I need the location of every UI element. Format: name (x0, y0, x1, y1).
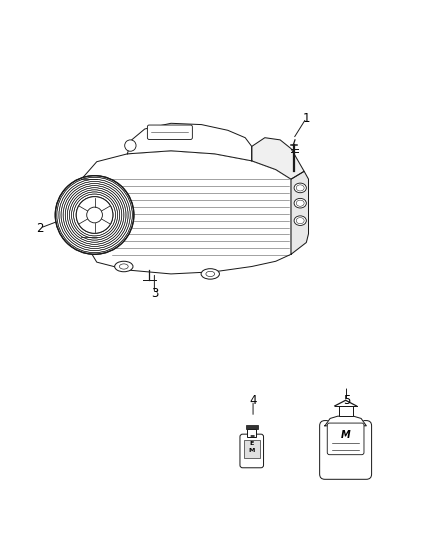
Polygon shape (81, 151, 291, 274)
Ellipse shape (294, 183, 306, 193)
FancyBboxPatch shape (148, 125, 192, 140)
Text: 3: 3 (151, 287, 158, 300)
Circle shape (87, 207, 102, 223)
Circle shape (76, 197, 113, 233)
Ellipse shape (294, 198, 306, 208)
Text: 1: 1 (303, 111, 310, 125)
Text: 4: 4 (249, 394, 257, 407)
Ellipse shape (294, 216, 306, 225)
Text: 2: 2 (36, 222, 44, 235)
Bar (246, 425, 258, 430)
FancyBboxPatch shape (240, 434, 264, 468)
Polygon shape (325, 416, 366, 426)
Circle shape (55, 176, 134, 254)
FancyBboxPatch shape (320, 421, 371, 479)
Polygon shape (127, 123, 252, 161)
Text: M: M (341, 431, 350, 440)
Bar (247, 429, 256, 437)
Text: E: E (250, 441, 254, 446)
Bar (339, 406, 353, 416)
Text: =: = (249, 434, 254, 439)
Ellipse shape (201, 269, 219, 279)
Text: M: M (248, 448, 255, 453)
Ellipse shape (115, 261, 133, 272)
FancyBboxPatch shape (327, 423, 364, 455)
Text: 5: 5 (343, 394, 350, 407)
Circle shape (76, 197, 113, 233)
Circle shape (87, 207, 102, 223)
Circle shape (125, 140, 136, 151)
Polygon shape (291, 171, 308, 254)
Polygon shape (252, 138, 304, 179)
Bar (244, 440, 260, 458)
